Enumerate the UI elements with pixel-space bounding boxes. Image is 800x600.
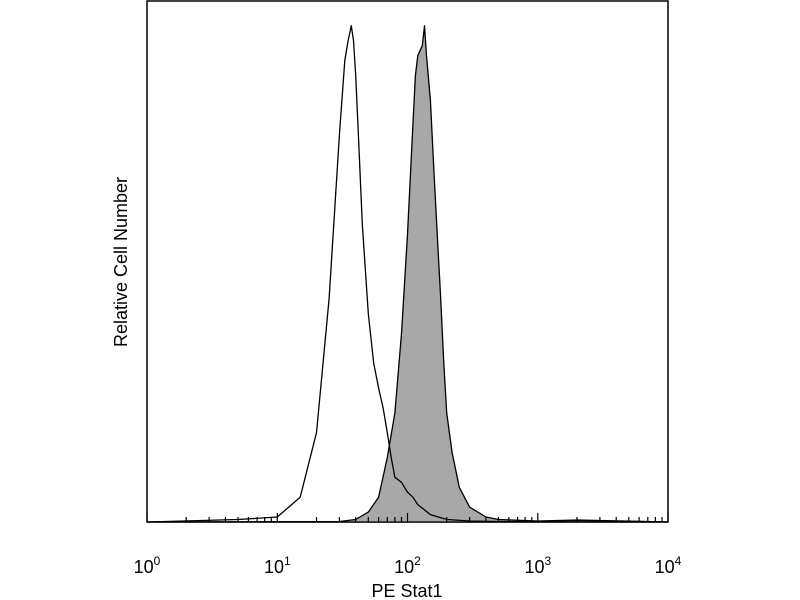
y-axis-title: Relative Cell Number xyxy=(111,177,131,347)
series-1-filled-histogram xyxy=(146,25,669,523)
x-axis-title: PE Stat1 xyxy=(371,581,442,600)
x-tick-label: 100 xyxy=(134,554,161,577)
x-tick-label: 104 xyxy=(655,554,682,577)
series-layer xyxy=(146,25,669,523)
x-tick-label: 102 xyxy=(394,554,421,577)
x-tick-label: 101 xyxy=(264,554,291,577)
series-0-outline-histogram xyxy=(146,25,669,523)
x-tick-label: 103 xyxy=(524,554,551,577)
x-ticks: 100 101 102 103 104 xyxy=(134,513,682,577)
